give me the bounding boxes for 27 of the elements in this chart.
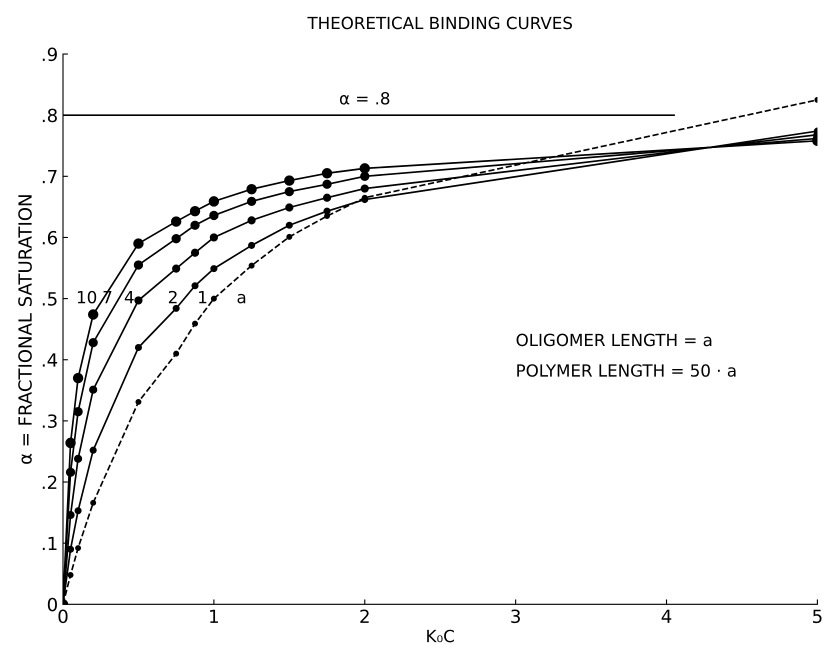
y-tick-label: .8: [42, 108, 57, 122]
y-tick-label: .6: [42, 230, 58, 245]
y-tick-label: .1: [42, 536, 56, 550]
series-label: 10: [78, 290, 96, 304]
x-tick-label: 0: [58, 609, 68, 624]
annotation: POLYMER LENGTH = 50 · a: [517, 364, 736, 377]
y-tick-label: .5: [42, 292, 57, 306]
series-label: 4: [124, 291, 134, 304]
chart-title: THEORETICAL BINDING CURVES: [307, 16, 572, 30]
y-tick-label: .7: [42, 170, 57, 184]
ref-line-label: α = .8: [340, 92, 390, 105]
y-tick-label: .2: [42, 475, 56, 489]
y-tick-label: .9: [42, 47, 57, 62]
annotation: OLIGOMER LENGTH = a: [516, 334, 712, 346]
x-tick-label: 2: [360, 609, 369, 623]
y-tick-label: 0: [48, 598, 57, 612]
series-label: 1: [199, 291, 206, 304]
y-tick-label: .3: [42, 414, 57, 428]
y-axis-title: α = FRACTIONAL SATURATION: [18, 195, 32, 464]
x-tick-label: 4: [662, 610, 672, 623]
annotation: a: [238, 294, 246, 304]
x-axis-title: K₀C: [427, 630, 454, 642]
x-tick-label: 1: [210, 610, 218, 623]
series-label: 2: [168, 290, 177, 304]
x-tick-label: 5: [813, 610, 822, 624]
y-tick-label: .4: [42, 353, 58, 367]
x-tick-label: 3: [511, 609, 520, 624]
